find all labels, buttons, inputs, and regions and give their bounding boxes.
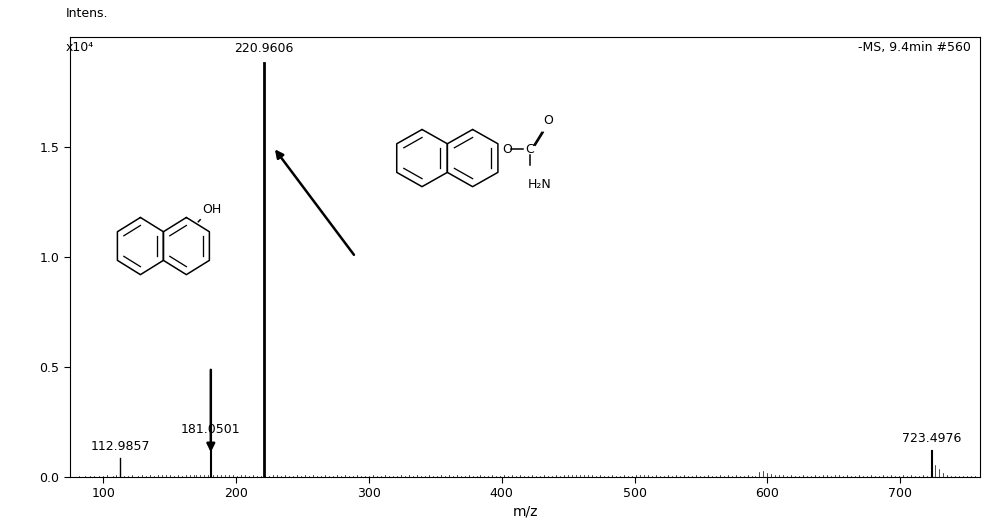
- Text: Intens.: Intens.: [65, 6, 108, 20]
- Text: -MS, 9.4min #560: -MS, 9.4min #560: [858, 41, 971, 55]
- Text: 723.4976: 723.4976: [902, 432, 961, 445]
- Text: H₂N: H₂N: [527, 178, 551, 191]
- Text: x10⁴: x10⁴: [65, 41, 94, 55]
- Text: O: O: [502, 143, 512, 156]
- Text: 181.0501: 181.0501: [181, 423, 241, 436]
- Text: 112.9857: 112.9857: [91, 440, 150, 453]
- Text: 220.9606: 220.9606: [234, 42, 294, 55]
- Text: O: O: [543, 113, 553, 127]
- Text: OH: OH: [202, 203, 222, 216]
- Text: C: C: [526, 143, 534, 156]
- X-axis label: m/z: m/z: [512, 505, 538, 518]
